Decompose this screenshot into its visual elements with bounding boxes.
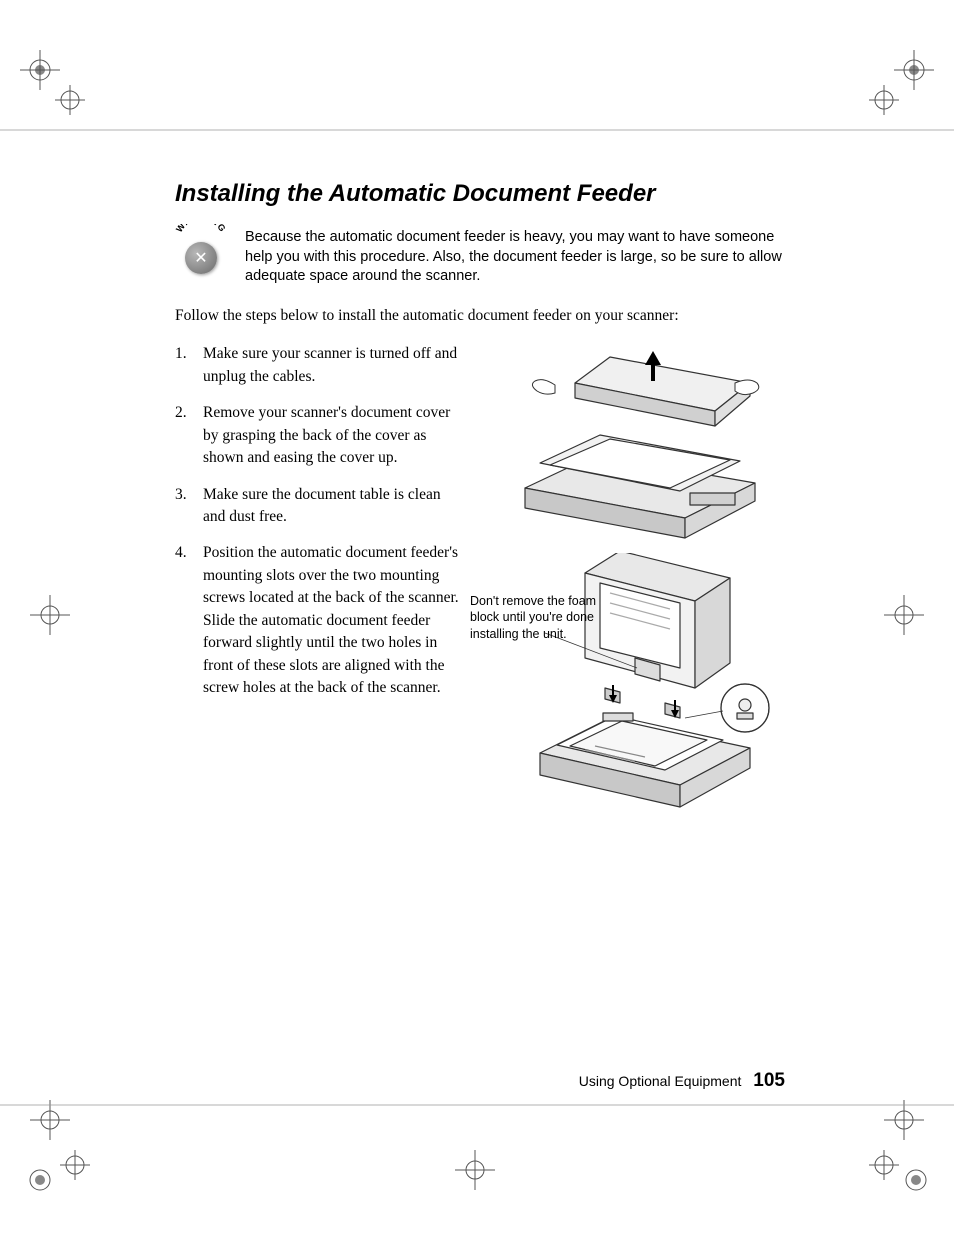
crop-mark-tr [864,50,934,120]
figure-remove-cover [485,343,785,543]
step-item: Position the automatic document feeder's… [175,542,465,699]
warning-x-icon: ✕ [185,242,217,274]
crop-mark-tl [20,50,90,120]
step-item: Make sure the document table is clean an… [175,484,465,529]
page-number: 105 [753,1070,785,1091]
warning-block: WARNING ✕ Because the automatic document… [175,228,785,287]
steps-list: Make sure your scanner is turned off and… [175,343,465,700]
crop-mark-mr [864,580,934,650]
section-title: Installing the Automatic Document Feeder [175,180,785,208]
crop-mark-ml [20,580,90,650]
step-item: Remove your scanner's document cover by … [175,402,465,469]
intro-text: Follow the steps below to install the au… [175,305,785,327]
crop-mark-bl2 [20,1140,90,1210]
step-item: Make sure your scanner is turned off and… [175,343,465,388]
warning-icon: WARNING ✕ [175,228,227,280]
warning-label: WARNING [175,224,227,244]
warning-text: Because the automatic document feeder is… [245,228,785,287]
footer-section: Using Optional Equipment [579,1073,742,1089]
svg-text:WARNING: WARNING [175,224,227,234]
steps-column: Make sure your scanner is turned off and… [175,343,465,833]
figures-column: Don't remove the foam block until you're… [485,343,785,833]
crop-mark-bc [440,1140,510,1210]
callout-foam-block: Don't remove the foam block until you're… [470,593,620,642]
page-footer: Using Optional Equipment 105 [175,1070,785,1092]
steps-region: Make sure your scanner is turned off and… [175,343,785,833]
page-content: Installing the Automatic Document Feeder… [175,180,785,833]
crop-mark-br2 [864,1140,934,1210]
